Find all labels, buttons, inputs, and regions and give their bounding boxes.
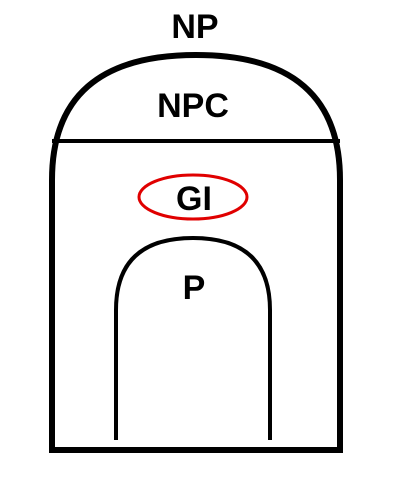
- label-p: P: [183, 269, 206, 307]
- outer-boundary: [49, 51, 343, 453]
- label-npc: NPC: [157, 87, 229, 125]
- label-gi: GI: [176, 180, 212, 218]
- highlight-ellipse: [137, 173, 249, 221]
- inner-arch: [114, 235, 272, 440]
- label-np: NP: [171, 8, 218, 46]
